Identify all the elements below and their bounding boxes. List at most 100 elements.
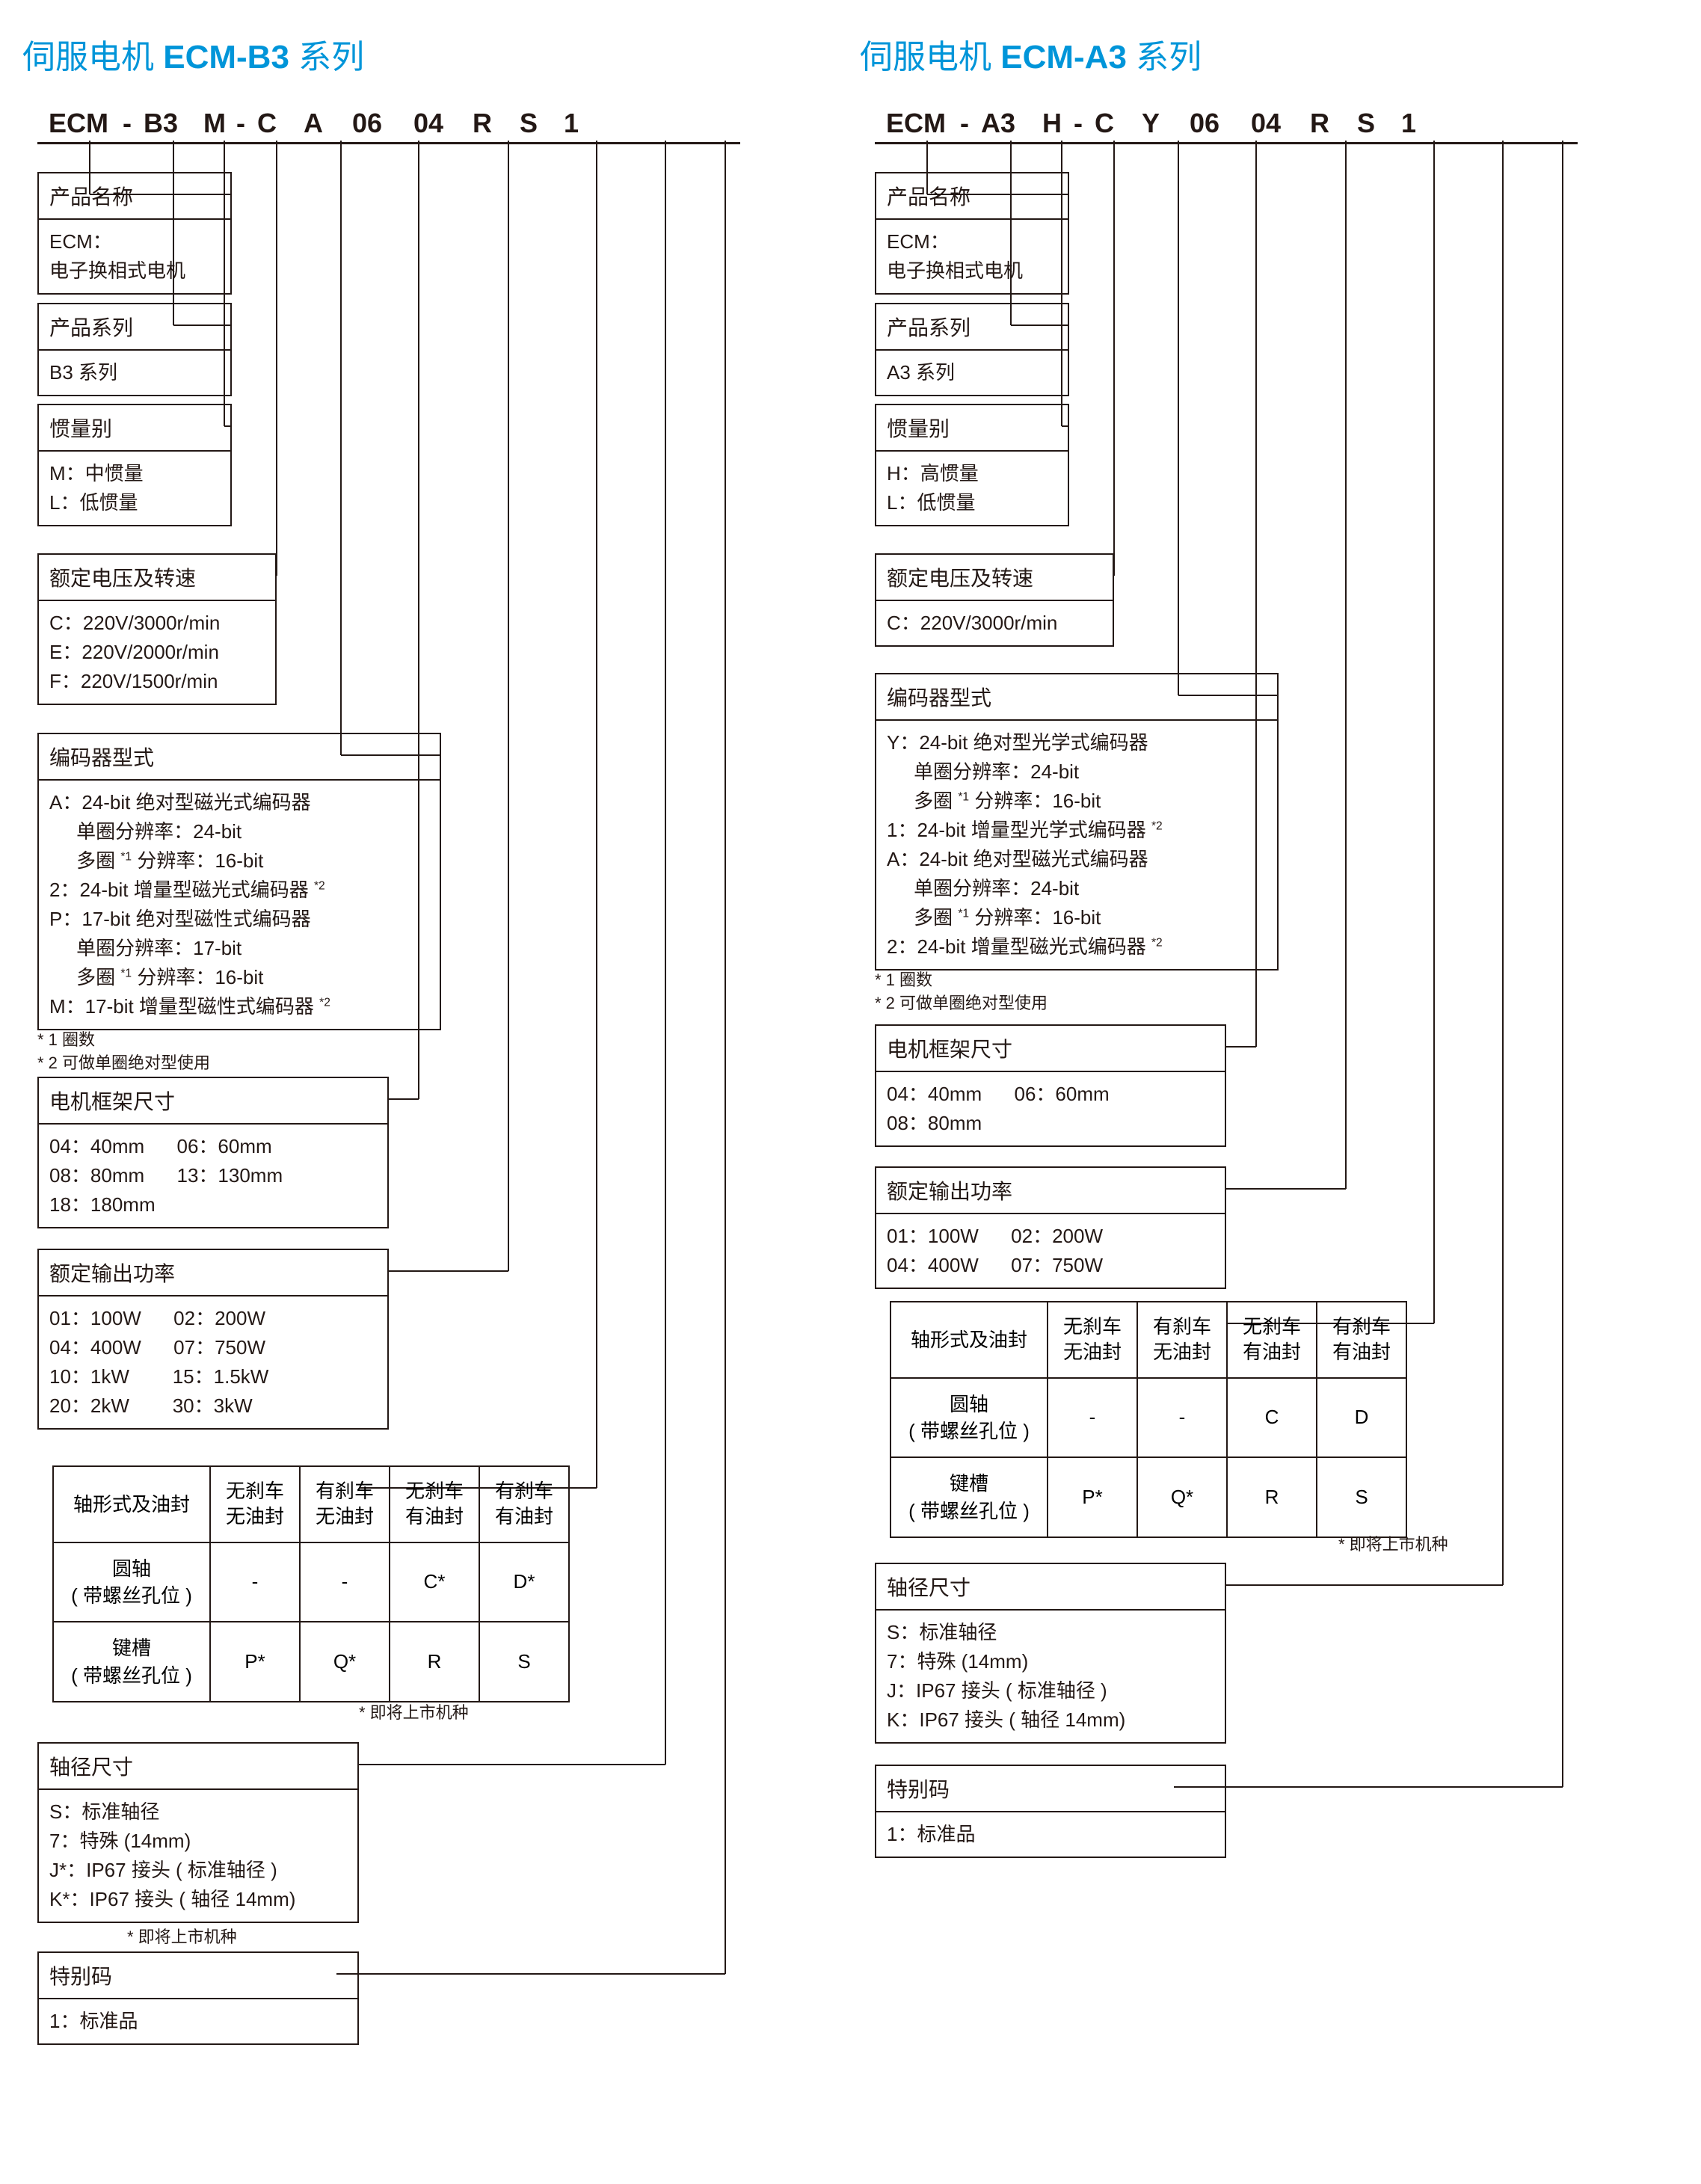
spec-line: P：17-bit 绝对型磁性式编码器 (49, 905, 429, 934)
shaft-header: 有刹车无油封 (1137, 1302, 1227, 1378)
pn-segment: Y (1132, 108, 1169, 139)
shaft-cell: - (300, 1542, 390, 1622)
spec-box-body: 1：标准品 (876, 1812, 1225, 1857)
shaft-header: 轴形式及油封 (891, 1302, 1048, 1378)
spec-box: 轴径尺寸S：标准轴径7：特殊 (14mm)J*：IP67 接头 ( 标准轴径 )… (37, 1742, 359, 1923)
spec-box: 产品系列 B3 系列 (37, 303, 232, 396)
shaft-cell: P* (210, 1622, 300, 1702)
pn-dash: - (120, 108, 135, 139)
spec-line: A：24-bit 绝对型磁光式编码器 (887, 845, 1267, 874)
shaft-cell: S (1317, 1457, 1406, 1537)
spec-box-head: 额定电压及转速 (39, 555, 275, 601)
spec-line: C：220V/3000r/min (49, 609, 265, 638)
spec-line: K：IP67 接头 ( 轴径 14mm) (887, 1705, 1214, 1735)
pn-segment: ECM (875, 108, 957, 139)
spec-box-body: A3 系列 (876, 351, 1068, 395)
spec-box-body: 01：100W 02：200W04：400W 07：750W (876, 1214, 1225, 1288)
spec-box: 额定输出功率01：100W 02：200W04：400W 07：750W (875, 1166, 1226, 1289)
spec-box-head: 电机框架尺寸 (876, 1026, 1225, 1072)
pn-segment: 06 (1178, 108, 1231, 139)
spec-line: 多圈 *1 分辨率：16-bit (49, 963, 429, 992)
spec-box-body: 04：40mm 06：60mm08：80mm (876, 1072, 1225, 1145)
spec-line: 1：标准品 (887, 1820, 1214, 1849)
spec-line: 电子换相式电机 (887, 256, 1057, 286)
spec-line: 2：24-bit 增量型磁光式编码器 *2 (49, 876, 429, 905)
spec-line: B3 系列 (49, 358, 220, 387)
shaft-cell: Q* (1137, 1457, 1227, 1537)
shaft-cell: D* (479, 1542, 569, 1622)
spec-line: 18：180mm (49, 1190, 377, 1219)
spec-box-head: 特别码 (876, 1766, 1225, 1812)
spec-line: 20：2kW 30：3kW (49, 1391, 377, 1421)
spec-line: 04：40mm 06：60mm (49, 1132, 377, 1161)
spec-box-body: S：标准轴径7：特殊 (14mm)J*：IP67 接头 ( 标准轴径 )K*：I… (39, 1790, 357, 1922)
spec-box: 产品名称ECM：电子换相式电机 (875, 172, 1069, 295)
spec-line: 1：24-bit 增量型光学式编码器 *2 (887, 816, 1267, 845)
pn-segment: C (1086, 108, 1123, 139)
spec-line: S：标准轴径 (887, 1618, 1214, 1647)
a3-title: 伺服电机 ECM-A3 系列 (860, 30, 1652, 78)
spec-box-body: S：标准轴径7：特殊 (14mm)J：IP67 接头 ( 标准轴径 )K：IP6… (876, 1611, 1225, 1742)
shaft-cell: P* (1048, 1457, 1137, 1537)
spec-box: 特别码 1：标准品 (875, 1765, 1226, 1858)
spec-line: C：220V/3000r/min (887, 609, 1102, 638)
spec-box-head: 编码器型式 (876, 674, 1277, 721)
pn-segment: H (1033, 108, 1071, 139)
spec-box-body: H：高惯量L：低惯量 (876, 452, 1068, 525)
spec-box-head: 产品系列 (39, 304, 230, 351)
spec-box-head: 轴径尺寸 (876, 1564, 1225, 1611)
spec-line: 电子换相式电机 (49, 256, 220, 286)
spec-line: A：24-bit 绝对型磁光式编码器 (49, 788, 429, 817)
shaft-cell: C (1227, 1378, 1317, 1458)
footnote: * 1 圈数 * 2 可做单圈绝对型使用 (37, 1029, 210, 1075)
spec-box-head: 产品系列 (876, 304, 1068, 351)
spec-box: 惯量别H：高惯量L：低惯量 (875, 404, 1069, 526)
shaft-rowhead: 圆轴( 带螺丝孔位 ) (891, 1378, 1048, 1458)
spec-line: J*：IP67 接头 ( 标准轴径 ) (49, 1856, 347, 1885)
spec-line: 01：100W 02：200W (887, 1222, 1214, 1251)
spec-line: 2：24-bit 增量型磁光式编码器 *2 (887, 932, 1267, 962)
shaft-cell: S (479, 1622, 569, 1702)
shaft-cell: C* (390, 1542, 479, 1622)
shaft-header: 有刹车无油封 (300, 1466, 390, 1542)
spec-line: M：中惯量 (49, 459, 220, 488)
spec-line: A3 系列 (887, 358, 1057, 387)
spec-page: 伺服电机 ECM-B3 系列 ECM-B3M-CA0604RS1 产品名称ECM… (22, 30, 1679, 2094)
pn-segment: 06 (341, 108, 393, 139)
spec-box: 编码器型式A：24-bit 绝对型磁光式编码器 单圈分辨率：24-bit 多圈 … (37, 733, 441, 1030)
shaft-cell: - (1137, 1378, 1227, 1458)
spec-box-head: 额定输出功率 (876, 1168, 1225, 1214)
shaft-rowhead: 键槽( 带螺丝孔位 ) (891, 1457, 1048, 1537)
pn-segment: S (1347, 108, 1385, 139)
spec-line: L：低惯量 (49, 488, 220, 517)
spec-box-head: 产品名称 (39, 173, 230, 220)
spec-box-body: ECM：电子换相式电机 (876, 220, 1068, 293)
spec-line: M：17-bit 增量型磁性式编码器 *2 (49, 992, 429, 1021)
shaft-header: 无刹车有油封 (390, 1466, 479, 1542)
b3-partnumber-row: ECM-B3M-CA0604RS1 (37, 108, 740, 144)
spec-line: S：标准轴径 (49, 1797, 347, 1827)
spec-line: J：IP67 接头 ( 标准轴径 ) (887, 1676, 1214, 1705)
pn-segment: S (510, 108, 547, 139)
spec-box: 编码器型式Y：24-bit 绝对型光学式编码器 单圈分辨率：24-bit 多圈 … (875, 673, 1279, 971)
spec-box-body: 1：标准品 (39, 1999, 357, 2043)
shaft-cell: - (210, 1542, 300, 1622)
spec-line: 单圈分辨率：24-bit (887, 757, 1267, 787)
shaft-rowhead: 圆轴( 带螺丝孔位 ) (53, 1542, 210, 1622)
footnote: * 即将上市机种 (127, 1926, 237, 1949)
shaft-cell: R (390, 1622, 479, 1702)
pn-segment: 1 (1394, 108, 1424, 139)
spec-box-head: 编码器型式 (39, 734, 440, 781)
spec-box-head: 额定输出功率 (39, 1250, 387, 1296)
spec-line: 7：特殊 (14mm) (887, 1647, 1214, 1676)
spec-box-head: 惯量别 (39, 405, 230, 452)
spec-line: Y：24-bit 绝对型光学式编码器 (887, 728, 1267, 757)
pn-segment: B3 (135, 108, 187, 139)
spec-box-head: 电机框架尺寸 (39, 1078, 387, 1125)
shaft-cell: Q* (300, 1622, 390, 1702)
spec-line: L：低惯量 (887, 488, 1057, 517)
a3-column: 伺服电机 ECM-A3 系列 ECM-A3H-CY0604RS1 产品名称ECM… (860, 30, 1652, 1899)
shaft-cell: R (1227, 1457, 1317, 1537)
spec-line: ECM： (49, 227, 220, 256)
shaft-header: 无刹车无油封 (210, 1466, 300, 1542)
